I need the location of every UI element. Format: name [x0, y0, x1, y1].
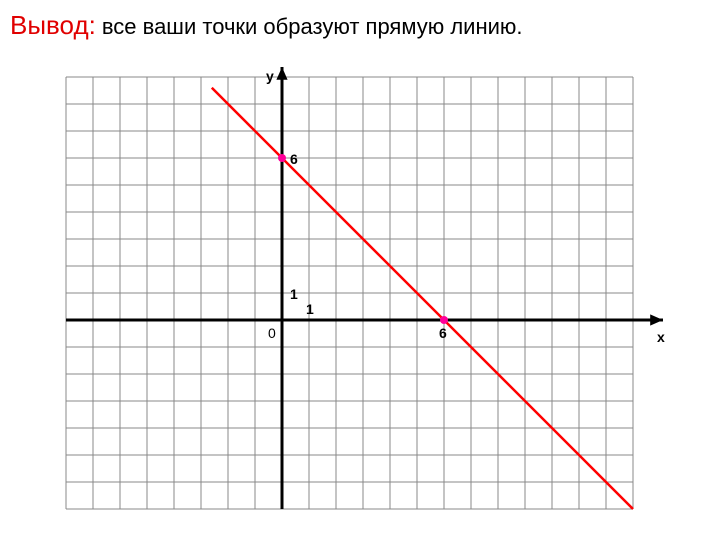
x-axis-label: x	[657, 329, 665, 345]
y-tick-6: 6	[290, 151, 298, 167]
x-tick-6: 6	[439, 325, 447, 341]
point-0	[278, 154, 286, 162]
chart-svg: yx16160	[50, 60, 690, 530]
point-1	[440, 316, 448, 324]
coordinate-chart: yx16160	[50, 60, 690, 530]
axes: yx	[66, 67, 665, 509]
x-tick-1: 1	[306, 301, 314, 317]
origin-label: 0	[268, 325, 276, 341]
title-row: Вывод: все ваши точки образуют прямую ли…	[10, 10, 523, 41]
title-rest: все ваши точки образуют прямую линию.	[102, 14, 523, 40]
y-tick-1: 1	[290, 286, 298, 302]
y-axis-label: y	[266, 68, 274, 84]
grid	[66, 77, 633, 509]
trend-line	[212, 88, 633, 509]
title-prefix: Вывод:	[10, 10, 96, 41]
tick-labels: 1 6 1 6 0	[268, 151, 447, 341]
